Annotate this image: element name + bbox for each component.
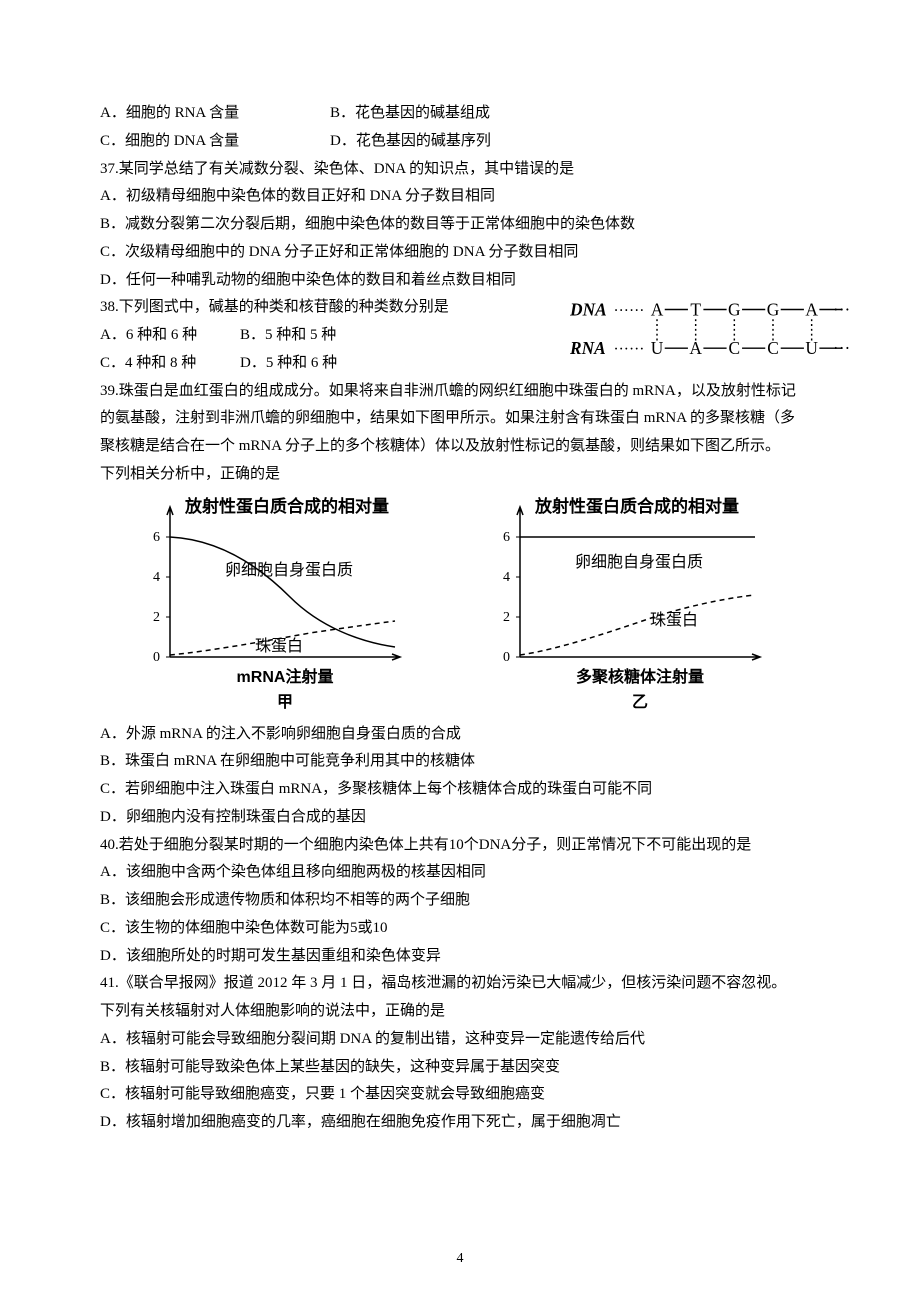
- q38-block: 38.下列图式中，碱基的种类和核苷酸的种类数分别是 A．6 种和 6 种 B．5…: [100, 294, 840, 377]
- page: A．细胞的 RNA 含量 B．花色基因的碱基组成 C．细胞的 DNA 含量 D．…: [0, 0, 920, 1300]
- q40-opt-b: B．该细胞会形成遗传物质和体积均不相等的两个子细胞: [100, 887, 840, 915]
- ytick: 2: [153, 610, 160, 625]
- dna-base: A: [651, 301, 664, 320]
- q38-opt-d: D．5 种和 6 种: [240, 350, 337, 378]
- svg-text:······: ······: [614, 341, 645, 358]
- q40-stem: 40.若处于细胞分裂某时期的一个细胞内染色体上共有10个DNA分子，则正常情况下…: [100, 832, 840, 860]
- q40-opt-a: A．该细胞中含两个染色体组且移向细胞两极的核基因相同: [100, 859, 840, 887]
- q36-opt-a: A．细胞的 RNA 含量: [100, 100, 330, 128]
- chart-sublabel: 乙: [632, 694, 648, 711]
- curve-label: 珠蛋白: [255, 637, 303, 655]
- q40-opt-d: D．该细胞所处的时期可发生基因重组和染色体变异: [100, 943, 840, 971]
- svg-text:···: ···: [833, 301, 850, 320]
- ytick: 0: [503, 650, 510, 665]
- svg-text:······: ······: [614, 303, 645, 320]
- q36-options-row1: A．细胞的 RNA 含量 B．花色基因的碱基组成: [100, 100, 840, 128]
- q37-opt-b: B．减数分裂第二次分裂后期，细胞中染色体的数目等于正常体细胞中的染色体数: [100, 211, 840, 239]
- q41-opt-a: A．核辐射可能会导致细胞分裂间期 DNA 的复制出错，这种变异一定能遗传给后代: [100, 1026, 840, 1054]
- q40-opt-c: C．该生物的体细胞中染色体数可能为5或10: [100, 915, 840, 943]
- curve-label: 卵细胞自身蛋白质: [575, 553, 703, 571]
- curve-label: 珠蛋白: [650, 611, 698, 629]
- q36-options-row2: C．细胞的 DNA 含量 D．花色基因的碱基序列: [100, 128, 840, 156]
- rna-base: C: [767, 339, 779, 358]
- q39-charts: 0 2 4 6 放射性蛋白质合成的相对量 卵细胞自身蛋白质 珠蛋白 mRNA注射…: [130, 497, 840, 717]
- rna-base: U: [805, 339, 818, 358]
- q39-opt-c: C．若卵细胞中注入珠蛋白 mRNA，多聚核糖体上每个核糖体合成的珠蛋白可能不同: [100, 776, 840, 804]
- q37-opt-d: D．任何一种哺乳动物的细胞中染色体的数目和着丝点数目相同: [100, 267, 840, 295]
- page-number: 4: [0, 1246, 920, 1272]
- ytick: 0: [153, 650, 160, 665]
- ytick: 2: [503, 610, 510, 625]
- q39-stem-1: 39.珠蛋白是血红蛋白的组成成分。如果将来自非洲爪蟾的网织红细胞中珠蛋白的 mR…: [100, 378, 840, 406]
- chart-jia: 0 2 4 6 放射性蛋白质合成的相对量 卵细胞自身蛋白质 珠蛋白 mRNA注射…: [130, 497, 420, 717]
- ytick: 6: [153, 530, 160, 545]
- svg-text:···: ···: [833, 339, 850, 358]
- q39-opt-a: A．外源 mRNA 的注入不影响卵细胞自身蛋白质的合成: [100, 721, 840, 749]
- chart-title: 放射性蛋白质合成的相对量: [534, 497, 739, 516]
- chart-title: 放射性蛋白质合成的相对量: [184, 497, 389, 516]
- chart-sublabel: 甲: [277, 693, 293, 711]
- q36-opt-d: D．花色基因的碱基序列: [330, 128, 491, 156]
- q37-opt-a: A．初级精母细胞中染色体的数目正好和 DNA 分子数目相同: [100, 183, 840, 211]
- q37-opt-c: C．次级精母细胞中的 DNA 分子正好和正常体细胞的 DNA 分子数目相同: [100, 239, 840, 267]
- q41-opt-b: B．核辐射可能导致染色体上某些基因的缺失，这种变异属于基因突变: [100, 1054, 840, 1082]
- rna-base: U: [651, 339, 664, 358]
- q36-opt-c: C．细胞的 DNA 含量: [100, 128, 330, 156]
- q38-opt-c: C．4 种和 8 种: [100, 350, 240, 378]
- dna-base: G: [767, 301, 780, 320]
- curve-label: 卵细胞自身蛋白质: [225, 561, 353, 579]
- dna-base: A: [805, 301, 818, 320]
- q41-stem-1: 41.《联合早报网》报道 2012 年 3 月 1 日，福岛核泄漏的初始污染已大…: [100, 970, 840, 998]
- q41-opt-c: C．核辐射可能导致细胞癌变，只要 1 个基因突变就会导致细胞癌变: [100, 1081, 840, 1109]
- q39-opt-d: D．卵细胞内没有控制珠蛋白合成的基因: [100, 804, 840, 832]
- ytick: 6: [503, 530, 510, 545]
- dna-base: T: [690, 301, 701, 320]
- rna-label: RNA: [570, 339, 606, 358]
- q38-diagram: DNA RNA ······ ······ A T G G A U A C C …: [570, 296, 860, 364]
- q38-opt-b: B．5 种和 5 种: [240, 322, 336, 350]
- chart-yi: 0 2 4 6 放射性蛋白质合成的相对量 卵细胞自身蛋白质 珠蛋白 多聚核糖体注…: [480, 497, 780, 717]
- q41-stem-2: 下列有关核辐射对人体细胞影响的说法中，正确的是: [100, 998, 840, 1026]
- q41-opt-d: D．核辐射增加细胞癌变的几率，癌细胞在细胞免疫作用下死亡，属于细胞凋亡: [100, 1109, 840, 1137]
- x-label: 多聚核糖体注射量: [576, 667, 704, 686]
- dna-base: G: [728, 301, 741, 320]
- q39-stem-2: 的氨基酸，注射到非洲爪蟾的卵细胞中，结果如下图甲所示。如果注射含有珠蛋白 mRN…: [100, 405, 840, 433]
- q39-stem-4: 下列相关分析中，正确的是: [100, 461, 840, 489]
- q38-opt-a: A．6 种和 6 种: [100, 322, 240, 350]
- q37-stem: 37.某同学总结了有关减数分裂、染色体、DNA 的知识点，其中错误的是: [100, 156, 840, 184]
- ytick: 4: [153, 570, 160, 585]
- x-label: mRNA注射量: [237, 667, 334, 686]
- q39-stem-3: 聚核糖是结合在一个 mRNA 分子上的多个核糖体）体以及放射性标记的氨基酸，则结…: [100, 433, 840, 461]
- rna-base: C: [729, 339, 741, 358]
- q36-opt-b: B．花色基因的碱基组成: [330, 100, 490, 128]
- ytick: 4: [503, 570, 510, 585]
- dna-label: DNA: [570, 301, 607, 320]
- rna-base: A: [689, 339, 702, 358]
- q39-opt-b: B．珠蛋白 mRNA 在卵细胞中可能竞争利用其中的核糖体: [100, 748, 840, 776]
